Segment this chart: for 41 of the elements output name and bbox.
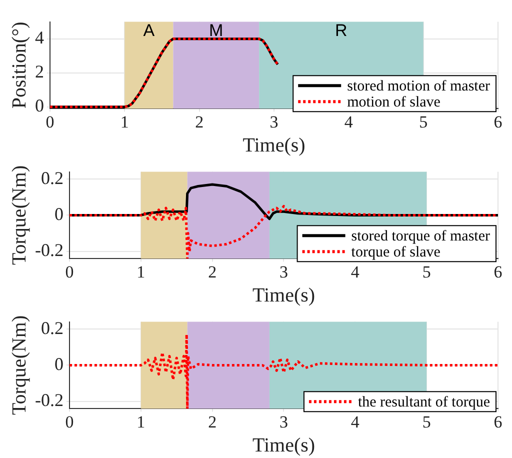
- y-tick-label: 2: [35, 62, 44, 82]
- x-tick-label: 3: [279, 262, 288, 282]
- legend-label: stored motion of master: [347, 78, 490, 95]
- x-tick-label: 3: [270, 112, 278, 132]
- y-tick-label: -0.2: [34, 390, 64, 410]
- x-tick-label: 4: [350, 262, 360, 282]
- x-tick-label: 2: [208, 412, 217, 432]
- legend-label: motion of slave: [347, 94, 441, 111]
- x-tick-label: 2: [195, 112, 204, 132]
- y-axis-title: Torque(Nm): [8, 165, 30, 266]
- band-label: A: [143, 20, 156, 40]
- y-tick-label: 4: [35, 28, 44, 48]
- x-tick-label: 6: [494, 262, 502, 282]
- x-tick-label: 4: [344, 112, 354, 132]
- legend-label: torque of slave: [351, 244, 441, 261]
- x-tick-label: 3: [279, 412, 288, 432]
- legend-label: the resultant of torque: [358, 394, 490, 411]
- y-axis-title: Position(°): [8, 22, 30, 109]
- x-axis-title: Time(s): [252, 434, 316, 456]
- x-tick-label: 5: [419, 112, 428, 132]
- x-tick-label: 6: [494, 112, 502, 132]
- x-axis-title: Time(s): [242, 134, 306, 156]
- x-tick-label: 5: [422, 412, 431, 432]
- y-tick-label: 0.2: [40, 168, 64, 188]
- band-label: M: [209, 20, 224, 40]
- x-tick-label: 6: [494, 412, 502, 432]
- y-axis-title: Torque(Nm): [8, 315, 30, 416]
- y-tick-label: 0: [54, 354, 64, 374]
- x-tick-label: 1: [120, 112, 129, 132]
- y-tick-label: -0.2: [34, 240, 64, 260]
- y-tick-label: 0: [35, 96, 44, 116]
- x-tick-label: 1: [136, 412, 146, 432]
- x-tick-label: 2: [208, 262, 217, 282]
- x-axis-title: Time(s): [252, 284, 316, 306]
- x-tick-label: 1: [136, 262, 146, 282]
- y-tick-label: 0.2: [40, 318, 64, 338]
- band-label: R: [335, 20, 348, 40]
- y-tick-label: 0: [54, 204, 64, 224]
- legend-label: stored torque of master: [351, 228, 490, 245]
- x-tick-label: 5: [422, 262, 431, 282]
- x-tick-label: 4: [350, 412, 360, 432]
